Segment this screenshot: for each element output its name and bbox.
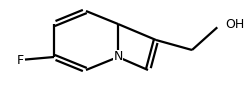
Text: OH: OH (225, 17, 244, 31)
Text: F: F (16, 54, 24, 67)
Text: N: N (113, 51, 123, 63)
